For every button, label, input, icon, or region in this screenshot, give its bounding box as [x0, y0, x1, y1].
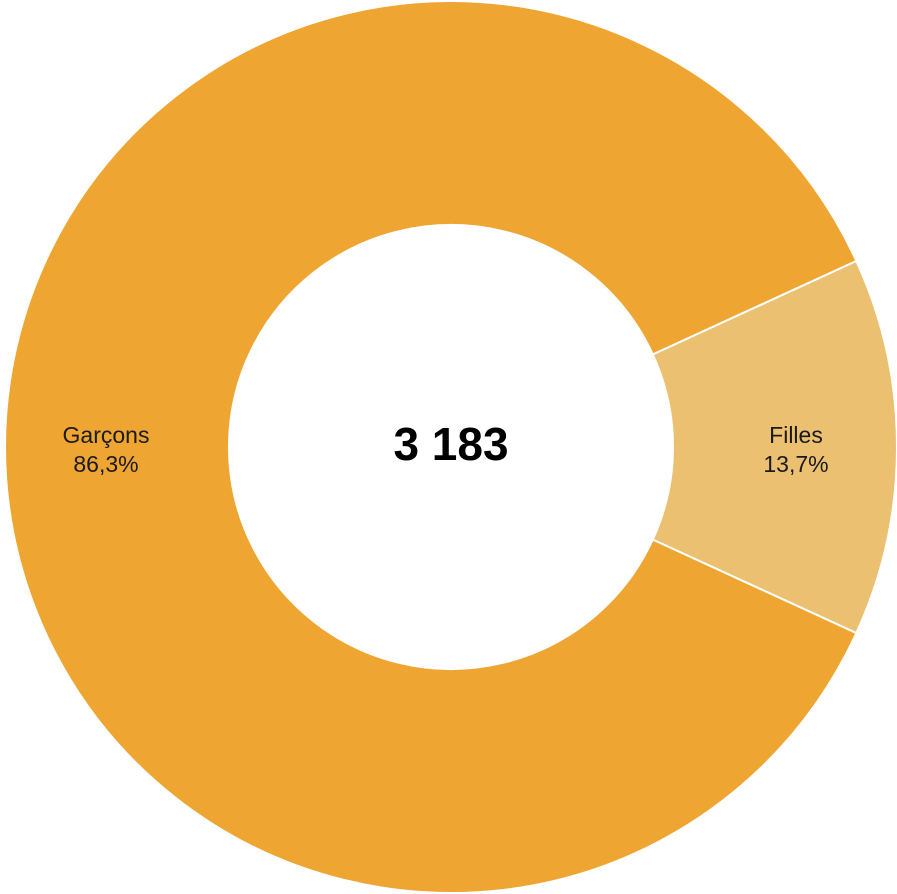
slice-filles [651, 259, 897, 635]
slice-name-label: Filles [769, 422, 823, 448]
slice-garcons [4, 0, 858, 894]
slice-value-label: 13,7% [763, 451, 828, 477]
donut-slices [4, 0, 897, 894]
slice-value-label: 86,3% [73, 451, 138, 477]
center-total-label: 3 183 [393, 418, 508, 470]
slice-labels: Filles 13,7% Garçons 86,3% [63, 422, 829, 477]
slice-name-label: Garçons [63, 422, 150, 448]
